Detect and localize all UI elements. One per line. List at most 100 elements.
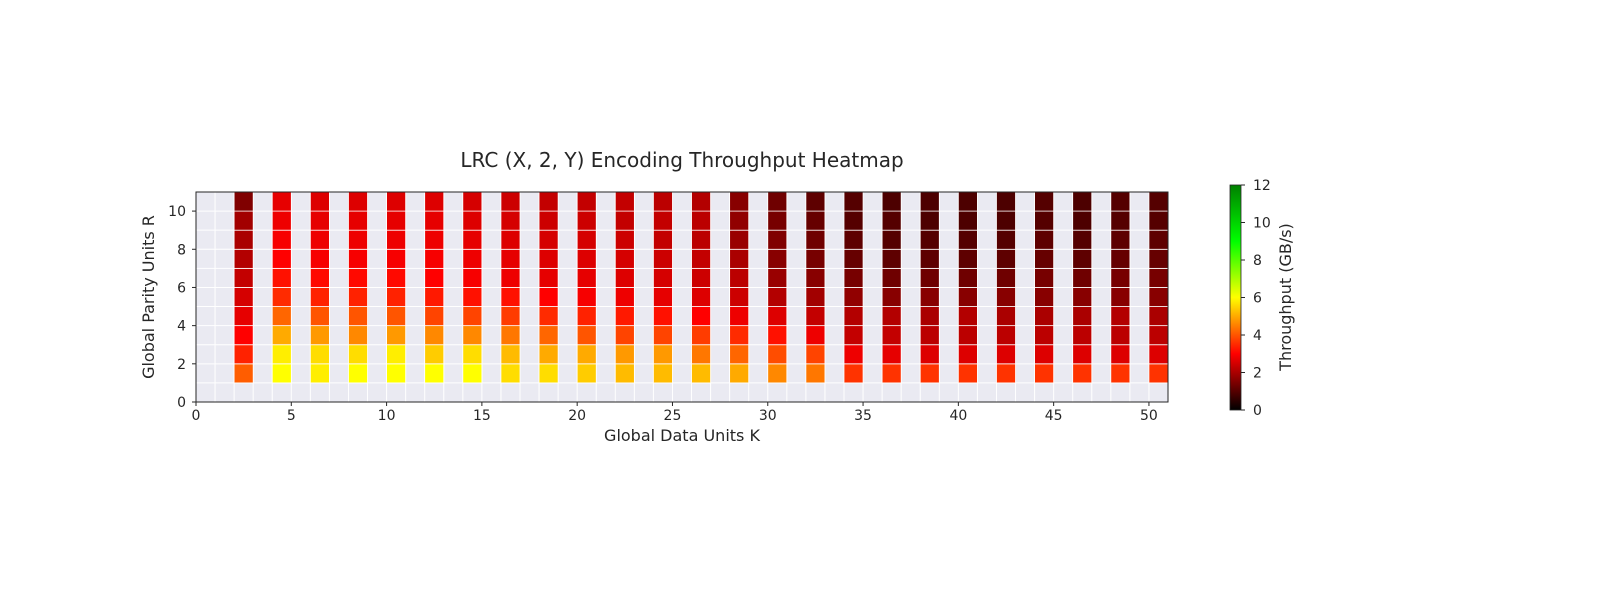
heatmap-cell bbox=[424, 248, 445, 269]
heatmap-cell bbox=[500, 344, 521, 365]
heatmap-cell bbox=[500, 210, 521, 231]
heatmap-cell bbox=[1148, 287, 1169, 307]
heatmap-cell bbox=[653, 248, 673, 269]
heatmap-cell bbox=[843, 363, 864, 384]
heatmap-cell bbox=[729, 210, 750, 231]
heatmap-cell bbox=[309, 344, 330, 365]
heatmap-cell bbox=[233, 306, 254, 327]
x-tick-label: 10 bbox=[378, 408, 396, 424]
y-tick-label: 0 bbox=[177, 395, 186, 411]
heatmap-cell bbox=[1072, 191, 1093, 212]
heatmap-cell bbox=[767, 363, 788, 384]
heatmap-cell bbox=[996, 229, 1016, 250]
heatmap-cell bbox=[576, 306, 597, 327]
heatmap-cell bbox=[653, 325, 673, 346]
heatmap-cell bbox=[1072, 325, 1093, 346]
heatmap-cell bbox=[691, 267, 711, 288]
heatmap-cell bbox=[1072, 306, 1093, 327]
heatmap-cell bbox=[1072, 210, 1093, 231]
heatmap-cell bbox=[729, 363, 750, 384]
heatmap-cell bbox=[1148, 229, 1169, 250]
heatmap-cell bbox=[996, 344, 1016, 365]
heatmap-cell bbox=[1034, 191, 1055, 212]
y-tick-label: 6 bbox=[177, 280, 186, 296]
heatmap-cell bbox=[424, 267, 445, 288]
heatmap-cell bbox=[881, 344, 902, 365]
x-tick-label: 20 bbox=[568, 408, 586, 424]
heatmap-cell bbox=[1034, 267, 1055, 288]
heatmap-cell bbox=[462, 325, 483, 346]
heatmap-cell bbox=[462, 267, 483, 288]
heatmap-cell bbox=[691, 248, 711, 269]
heatmap-cell bbox=[1072, 248, 1093, 269]
heatmap-cell bbox=[1148, 210, 1169, 231]
heatmap-cell bbox=[1148, 267, 1169, 288]
heatmap-cell bbox=[691, 325, 711, 346]
heatmap-cell bbox=[271, 325, 292, 346]
heatmap-cell bbox=[653, 306, 673, 327]
heatmap-cell bbox=[424, 344, 445, 365]
heatmap-cell bbox=[957, 325, 978, 346]
heatmap-cell bbox=[386, 191, 407, 212]
heatmap-cell bbox=[271, 191, 292, 212]
heatmap-cell bbox=[386, 344, 407, 365]
heatmap-cell bbox=[271, 363, 292, 384]
heatmap-cell bbox=[881, 363, 902, 384]
heatmap-cell bbox=[919, 287, 940, 307]
heatmap-cell bbox=[462, 363, 483, 384]
colorbar-tick-label: 12 bbox=[1253, 178, 1271, 194]
heatmap-cell bbox=[1148, 325, 1169, 346]
heatmap-cell bbox=[424, 229, 445, 250]
heatmap-cell bbox=[386, 363, 407, 384]
heatmap-cell bbox=[919, 248, 940, 269]
heatmap-cell bbox=[805, 344, 826, 365]
heatmap-cell bbox=[919, 210, 940, 231]
heatmap-cell bbox=[271, 287, 292, 307]
heatmap-cell bbox=[462, 344, 483, 365]
heatmap-cell bbox=[805, 248, 826, 269]
heatmap-cell bbox=[729, 229, 750, 250]
heatmap-cell bbox=[386, 248, 407, 269]
heatmap-cell bbox=[424, 306, 445, 327]
heatmap-cell bbox=[881, 306, 902, 327]
heatmap-cell bbox=[653, 363, 673, 384]
x-axis-ticks: 0 5 10 15 20 25 30 35 40 45 50 bbox=[192, 402, 1158, 424]
heatmap-cell bbox=[919, 267, 940, 288]
heatmap-cell bbox=[233, 325, 254, 346]
heatmap-cell bbox=[1110, 344, 1131, 365]
heatmap-cell bbox=[309, 191, 330, 212]
heatmap-cell bbox=[767, 210, 788, 231]
heatmap-cell bbox=[996, 325, 1016, 346]
y-tick-label: 10 bbox=[168, 204, 186, 220]
heatmap-cell bbox=[1034, 363, 1055, 384]
x-tick-label: 35 bbox=[854, 408, 872, 424]
heatmap-cell bbox=[919, 229, 940, 250]
heatmap-cell bbox=[805, 287, 826, 307]
heatmap-cell bbox=[843, 344, 864, 365]
colorbar-tick-label: 0 bbox=[1253, 403, 1262, 419]
heatmap-cell bbox=[348, 229, 368, 250]
heatmap-cell bbox=[1148, 248, 1169, 269]
heatmap-cell bbox=[576, 325, 597, 346]
heatmap-cell bbox=[462, 191, 483, 212]
heatmap-cell bbox=[271, 306, 292, 327]
heatmap-cell bbox=[805, 363, 826, 384]
heatmap-cell bbox=[767, 191, 788, 212]
heatmap-cell bbox=[500, 287, 521, 307]
heatmap-cell bbox=[1110, 287, 1131, 307]
heatmap-cell bbox=[957, 248, 978, 269]
x-tick-label: 45 bbox=[1045, 408, 1063, 424]
heatmap-cell bbox=[1148, 191, 1169, 212]
heatmap-cell bbox=[729, 344, 750, 365]
heatmap-cell bbox=[805, 325, 826, 346]
heatmap-cell bbox=[996, 210, 1016, 231]
heatmap-cell bbox=[424, 287, 445, 307]
heatmap-cell bbox=[881, 229, 902, 250]
heatmap-cell bbox=[309, 287, 330, 307]
plot-frame bbox=[195, 191, 1169, 403]
colorbar bbox=[1229, 184, 1242, 411]
heatmap-cell bbox=[424, 210, 445, 231]
heatmap-cell bbox=[538, 248, 559, 269]
heatmap-cell bbox=[653, 229, 673, 250]
